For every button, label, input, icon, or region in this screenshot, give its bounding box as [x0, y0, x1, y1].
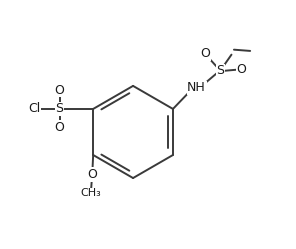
- Text: O: O: [237, 63, 246, 76]
- Text: Cl: Cl: [28, 102, 41, 116]
- Text: S: S: [56, 102, 64, 116]
- Text: NH: NH: [187, 81, 206, 94]
- Text: O: O: [200, 47, 210, 61]
- Text: O: O: [55, 121, 65, 134]
- Text: CH₃: CH₃: [80, 188, 101, 198]
- Text: O: O: [87, 168, 97, 181]
- Text: S: S: [216, 64, 224, 77]
- Text: O: O: [55, 84, 65, 97]
